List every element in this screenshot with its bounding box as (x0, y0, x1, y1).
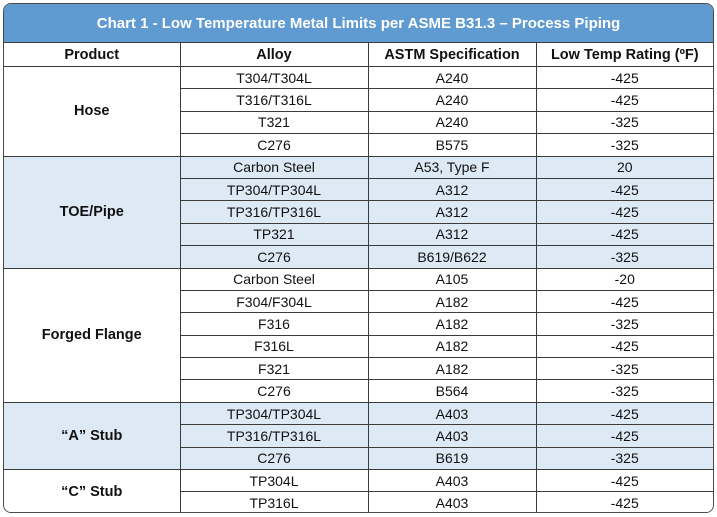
table-row: Forged Flange Carbon Steel A105 -20 (4, 267, 713, 403)
chart-title: Chart 1 - Low Temperature Metal Limits p… (4, 4, 713, 43)
table-row: TP316L A403 -425 (4, 491, 713, 512)
low-temp-rating-cell: -425 (535, 424, 713, 448)
header-product: Product (4, 43, 181, 67)
low-temp-rating-cell: 20 (535, 155, 713, 179)
astm-spec-cell: A403 (367, 469, 537, 493)
astm-spec-cell: A312 (367, 177, 537, 202)
astm-spec-cell: A182 (367, 312, 537, 336)
low-temp-rating-cell: -425 (535, 401, 713, 426)
table-row: C276 B564 -325 (4, 379, 713, 403)
astm-spec-cell: B575 (367, 133, 537, 157)
astm-spec-cell: A105 (367, 267, 537, 291)
astm-spec-cell: A240 (367, 88, 537, 112)
alloy-cell: C276 (180, 133, 369, 157)
product-cell: Forged Flange (4, 267, 181, 403)
low-temp-rating-cell: -425 (535, 200, 713, 224)
alloy-cell: TP321 (180, 222, 369, 247)
low-temp-rating-cell: -425 (535, 289, 713, 314)
product-cell: TOE/Pipe (4, 155, 181, 269)
alloy-cell: F316 (180, 312, 369, 336)
header-astm-spec: ASTM Specification (367, 43, 537, 67)
astm-spec-cell: A240 (367, 110, 537, 135)
low-temp-rating-cell: -425 (535, 469, 713, 493)
low-temp-rating-cell: -325 (535, 245, 713, 269)
alloy-cell: F321 (180, 357, 369, 381)
alloy-cell: TP316L (180, 491, 369, 512)
alloy-cell: Carbon Steel (179, 155, 369, 179)
table-body: Hose T304/T304L A240 -425 T316/T316L A240 -425… (4, 65, 713, 512)
astm-spec-cell: A182 (367, 289, 537, 314)
astm-spec-cell: A403 (367, 401, 537, 426)
astm-spec-cell: A403 (367, 424, 537, 448)
low-temp-rating-cell: -425 (535, 222, 713, 247)
alloy-cell: T304/T304L (179, 65, 369, 90)
table-row: F304/F304L A182 -425 (4, 289, 713, 314)
low-temp-rating-cell: -325 (535, 379, 713, 403)
low-temp-rating-cell: -425 (535, 65, 713, 90)
alloy-cell: C276 (180, 379, 369, 403)
astm-spec-cell: A53, Type F (367, 155, 537, 179)
low-temp-rating-cell: -325 (535, 110, 713, 135)
product-cell: “C” Stub (4, 469, 181, 512)
header-row: Product Alloy ASTM Specification Low Tem… (4, 43, 713, 67)
table-row: TP321 A312 -425 (4, 222, 713, 247)
table-row: C276 B575 -325 (4, 133, 713, 157)
alloy-cell: TP304L (179, 469, 369, 493)
table-row: “A” Stub TP304/TP304L A403 -425 (4, 401, 713, 471)
astm-spec-cell: B619 (367, 446, 537, 471)
alloy-cell: Carbon Steel (179, 267, 369, 291)
table-row: T316/T316L A240 -425 (4, 88, 713, 112)
table-row: “C” Stub TP304L A403 -425 (4, 469, 713, 512)
low-temp-rating-cell: -325 (535, 357, 713, 381)
product-cell: Hose (4, 66, 181, 157)
alloy-cell: TP316/TP316L (180, 424, 369, 448)
table-row: C276 B619/B622 -325 (4, 245, 713, 269)
low-temp-rating-cell: -325 (535, 446, 713, 471)
table-row: T321 A240 -325 (4, 110, 713, 135)
low-temp-rating-cell: -20 (535, 267, 713, 291)
table-row: TP304/TP304L A312 -425 (4, 177, 713, 202)
table-row: F316L A182 -425 (4, 334, 713, 359)
alloy-cell: F316L (180, 334, 369, 359)
header-alloy: Alloy (179, 43, 369, 67)
alloy-cell: TP316/TP316L (180, 200, 369, 224)
table-row: TOE/Pipe Carbon Steel A53, Type F 20 (4, 155, 713, 269)
low-temp-rating-cell: -325 (535, 312, 713, 336)
alloy-cell: F304/F304L (180, 289, 369, 314)
low-temp-rating-cell: -425 (535, 491, 713, 512)
alloy-cell: T321 (180, 110, 369, 135)
low-temp-rating-cell: -425 (535, 334, 713, 359)
low-temp-rating-cell: -425 (535, 88, 713, 112)
astm-spec-cell: A312 (367, 200, 537, 224)
product-cell: “A” Stub (4, 401, 181, 471)
astm-spec-cell: A403 (367, 491, 537, 512)
alloy-cell: C276 (180, 446, 369, 471)
limits-table: Product Alloy ASTM Specification Low Tem… (4, 43, 713, 512)
low-temp-rating-cell: -425 (535, 177, 713, 202)
table-row: F321 A182 -325 (4, 357, 713, 381)
table-row: Hose T304/T304L A240 -425 (4, 65, 713, 157)
header-low-temp-rating: Low Temp Rating (ºF) (535, 43, 713, 67)
alloy-cell: TP304/TP304L (180, 177, 369, 202)
astm-spec-cell: B619/B622 (367, 245, 537, 269)
alloy-cell: T316/T316L (180, 88, 369, 112)
table-row: C276 B619 -325 (4, 446, 713, 471)
table-row: F316 A182 -325 (4, 312, 713, 336)
table-row: TP316/TP316L A403 -425 (4, 424, 713, 448)
astm-spec-cell: A312 (367, 222, 537, 247)
table-row: TP316/TP316L A312 -425 (4, 200, 713, 224)
alloy-cell: TP304/TP304L (179, 401, 369, 426)
astm-spec-cell: A182 (367, 334, 537, 359)
alloy-cell: C276 (180, 245, 369, 269)
low-temp-rating-cell: -325 (535, 133, 713, 157)
astm-spec-cell: B564 (367, 379, 537, 403)
astm-spec-cell: A182 (367, 357, 537, 381)
astm-spec-cell: A240 (367, 65, 537, 90)
chart-frame: Chart 1 - Low Temperature Metal Limits p… (3, 3, 714, 513)
